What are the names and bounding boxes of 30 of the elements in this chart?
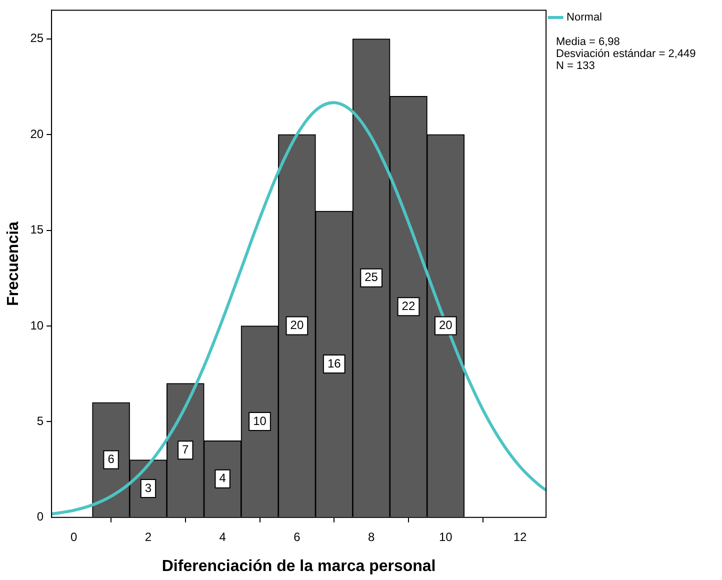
x-tick-label: 4 [219,530,226,544]
text: N = 133 [556,60,596,72]
text: Desviación estándar = 2,449 [556,48,696,60]
x-tick-label: 8 [368,530,375,544]
data-label: 6 [108,452,115,466]
y-tick-label: 25 [30,31,44,46]
data-label: 4 [219,471,226,486]
y-tick-label: 10 [30,318,44,332]
data-label: 20 [438,318,453,332]
x-tick-label: 10 [438,530,453,544]
x-tick-label: 2 [144,530,152,544]
data-label: 7 [182,442,190,456]
y-tick-label: 0 [36,510,44,524]
y-tick-label: 15 [30,222,44,237]
y-tick-label: 20 [30,126,44,141]
data-label: 16 [327,356,342,370]
data-label: 20 [290,318,304,332]
data-label: 25 [364,270,378,284]
x-tick-label: 12 [513,530,528,544]
data-label: 10 [253,414,267,428]
y-axis-title: Frecuencia [5,221,22,306]
text: Media = 6,98 [556,36,621,48]
x-axis-title: Diferenciación de la marca personal [162,558,436,575]
x-tick-label: 6 [294,530,301,544]
data-label: 22 [402,298,416,313]
y-tick-label: 5 [36,414,44,428]
line-series [52,101,546,516]
legend-label: Normal [566,12,602,24]
x-tick-label: 0 [70,530,78,544]
data-label: 3 [144,480,152,495]
